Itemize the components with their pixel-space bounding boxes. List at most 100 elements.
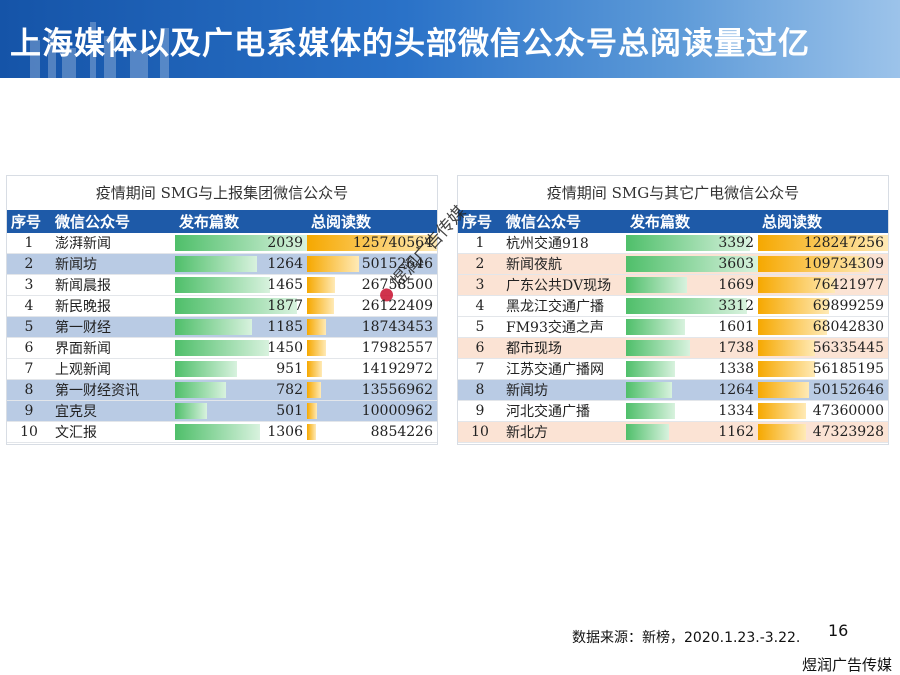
account-name: 界面新闻 [51, 337, 175, 359]
row-index: 4 [458, 295, 502, 317]
left-table: 序号 微信公众号 发布篇数 总阅读数 1 澎湃新闻 2039 125740564 2 新闻… [7, 210, 437, 443]
posts-cell: 1738 [626, 337, 758, 359]
table-row: 4 黑龙江交通广播 3312 69899259 [458, 295, 888, 317]
row-index: 1 [7, 233, 51, 254]
posts-value: 501 [276, 403, 303, 419]
row-index: 9 [7, 400, 51, 422]
posts-value: 782 [276, 382, 303, 398]
reads-data-bar [758, 235, 888, 251]
reads-value: 17982557 [361, 340, 433, 356]
account-name: 广东公共DV现场 [502, 274, 626, 296]
reads-data-bar [758, 256, 870, 272]
reads-cell: 56185195 [758, 358, 888, 380]
reads-value: 26122409 [361, 298, 433, 314]
posts-cell: 1877 [175, 295, 307, 317]
posts-value: 1338 [718, 361, 754, 377]
reads-cell: 125740564 [307, 233, 437, 254]
reads-value: 56335445 [812, 340, 884, 356]
posts-data-bar [175, 340, 269, 356]
posts-cell: 3392 [626, 233, 758, 254]
posts-data-bar [626, 235, 751, 251]
reads-cell: 76421977 [758, 274, 888, 296]
reads-data-bar [758, 361, 815, 377]
reads-data-bar [758, 424, 806, 440]
header-reads: 总阅读数 [758, 210, 888, 233]
reads-data-bar [307, 298, 334, 314]
reads-cell: 17982557 [307, 337, 437, 359]
reads-cell: 13556962 [307, 379, 437, 401]
reads-cell: 56335445 [758, 337, 888, 359]
posts-cell: 1601 [626, 316, 758, 338]
reads-cell: 128247256 [758, 233, 888, 254]
row-index: 5 [458, 316, 502, 338]
account-name: 新闻夜航 [502, 253, 626, 275]
reads-value: 10000962 [361, 403, 433, 419]
table-row: 7 江苏交通广播网 1338 56185195 [458, 358, 888, 380]
posts-data-bar [626, 361, 676, 377]
reads-cell: 14192972 [307, 358, 437, 380]
reads-value: 14192972 [361, 361, 433, 377]
header-account: 微信公众号 [51, 210, 175, 233]
reads-cell: 69899259 [758, 295, 888, 317]
table-row: 2 新闻坊 1264 50152646 [7, 253, 437, 275]
posts-data-bar [626, 403, 675, 419]
reads-value: 26758500 [361, 277, 433, 293]
posts-value: 1162 [718, 424, 754, 440]
reads-cell: 47323928 [758, 421, 888, 443]
table-row: 5 第一财经 1185 18743453 [7, 316, 437, 338]
row-index: 1 [458, 233, 502, 254]
row-index: 10 [7, 421, 51, 443]
posts-value: 1264 [267, 256, 303, 272]
reads-cell: 8854226 [307, 421, 437, 443]
left-table-body: 1 澎湃新闻 2039 125740564 2 新闻坊 1264 50152646 3 新闻晨报 1… [7, 233, 437, 443]
page-title: 上海媒体以及广电系媒体的头部微信公众号总阅读量过亿 [10, 26, 810, 62]
reads-data-bar [307, 403, 318, 419]
posts-cell: 1162 [626, 421, 758, 443]
row-index: 4 [7, 295, 51, 317]
reads-value: 109734309 [803, 256, 884, 272]
reads-data-bar [307, 319, 327, 335]
reads-value: 8854226 [370, 424, 433, 440]
posts-value: 1264 [718, 382, 754, 398]
table-row: 8 新闻坊 1264 50152646 [458, 379, 888, 401]
posts-data-bar [175, 256, 257, 272]
posts-value: 1465 [267, 277, 303, 293]
reads-value: 68042830 [812, 319, 884, 335]
account-name: 上观新闻 [51, 358, 175, 380]
header-posts: 发布篇数 [626, 210, 758, 233]
posts-value: 3392 [718, 235, 754, 251]
table-header-row: 序号 微信公众号 发布篇数 总阅读数 [7, 210, 437, 233]
reads-data-bar [307, 256, 359, 272]
data-source-note: 数据来源：新榜，2020.1.23.-3.22. [572, 630, 801, 646]
header-index: 序号 [458, 210, 502, 233]
table-header-row: 序号 微信公众号 发布篇数 总阅读数 [458, 210, 888, 233]
table-row: 4 新民晚报 1877 26122409 [7, 295, 437, 317]
posts-cell: 1334 [626, 400, 758, 422]
posts-data-bar [175, 235, 307, 251]
posts-data-bar [175, 382, 226, 398]
table-row: 3 新闻晨报 1465 26758500 [7, 274, 437, 296]
reads-cell: 68042830 [758, 316, 888, 338]
posts-data-bar [626, 424, 669, 440]
posts-cell: 951 [175, 358, 307, 380]
posts-data-bar [175, 361, 237, 377]
row-index: 5 [7, 316, 51, 338]
reads-cell: 26122409 [307, 295, 437, 317]
reads-value: 69899259 [812, 298, 884, 314]
posts-data-bar [175, 298, 297, 314]
table-row: 3 广东公共DV现场 1669 76421977 [458, 274, 888, 296]
reads-value: 18743453 [361, 319, 433, 335]
brand-footer: 煜润广告传媒 [801, 656, 892, 674]
reads-cell: 109734309 [758, 253, 888, 275]
reads-value: 47323928 [812, 424, 884, 440]
posts-data-bar [175, 277, 270, 293]
reads-cell: 50152646 [758, 379, 888, 401]
table-row: 7 上观新闻 951 14192972 [7, 358, 437, 380]
posts-data-bar [626, 319, 685, 335]
table-row: 6 都市现场 1738 56335445 [458, 337, 888, 359]
posts-cell: 3603 [626, 253, 758, 275]
account-name: 新北方 [502, 421, 626, 443]
header-index: 序号 [7, 210, 51, 233]
posts-cell: 1338 [626, 358, 758, 380]
posts-cell: 3312 [626, 295, 758, 317]
